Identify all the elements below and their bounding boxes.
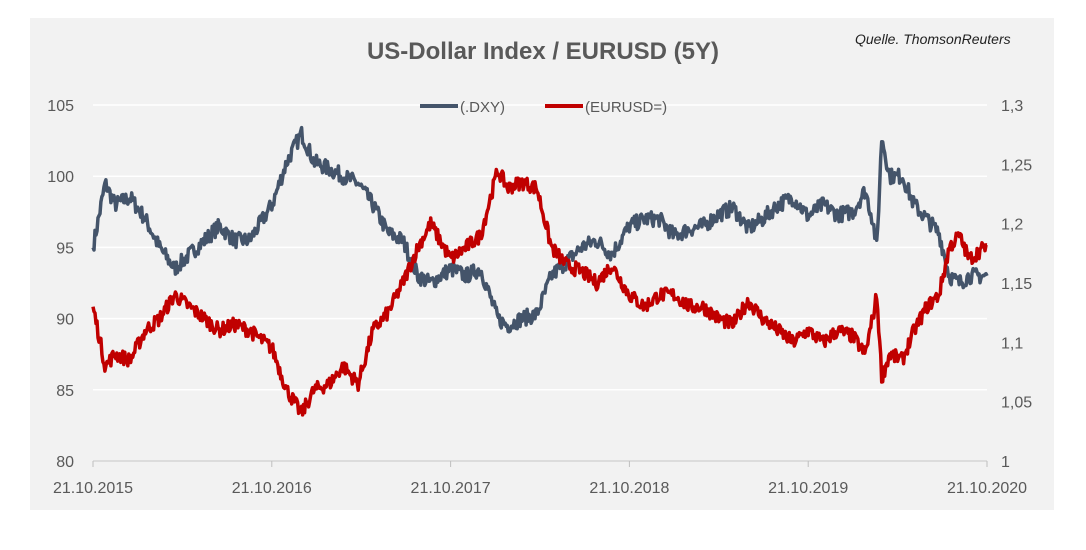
y-left-tick-label: 80	[56, 454, 74, 471]
legend-label-eurusd: (EURUSD=)	[585, 99, 667, 116]
x-tick-label: 21.10.2018	[589, 480, 669, 497]
y-left-tick-label: 90	[56, 312, 74, 329]
series-line-eurusd	[91, 167, 988, 417]
series-line-dxy	[91, 125, 989, 334]
y-left-tick-label: 85	[56, 383, 74, 400]
x-tick-label: 21.10.2020	[947, 480, 1027, 497]
y-right-tick-label: 1,1	[1001, 335, 1023, 352]
legend-label-dxy: (.DXY)	[460, 99, 505, 116]
x-tick-label: 21.10.2017	[411, 480, 491, 497]
y-right-tick-label: 1,05	[1001, 395, 1032, 412]
y-right-tick-label: 1,25	[1001, 157, 1032, 174]
y-right-tick-label: 1,2	[1001, 217, 1023, 234]
chart-background	[30, 18, 1054, 510]
y-left-tick-label: 95	[56, 240, 74, 257]
y-right-tick-label: 1	[1001, 454, 1010, 471]
y-left-tick-label: 100	[47, 169, 74, 186]
y-right-tick-label: 1,15	[1001, 276, 1032, 293]
x-tick-label: 21.10.2019	[768, 480, 848, 497]
x-tick-label: 21.10.2016	[232, 480, 312, 497]
source-note: Quelle. ThomsonReuters	[855, 31, 1011, 47]
x-tick-label: 21.10.2015	[53, 480, 133, 497]
y-right-tick-label: 1,3	[1001, 98, 1023, 115]
y-left-tick-label: 105	[47, 98, 74, 115]
chart-title: US-Dollar Index / EURUSD (5Y)	[366, 38, 720, 65]
